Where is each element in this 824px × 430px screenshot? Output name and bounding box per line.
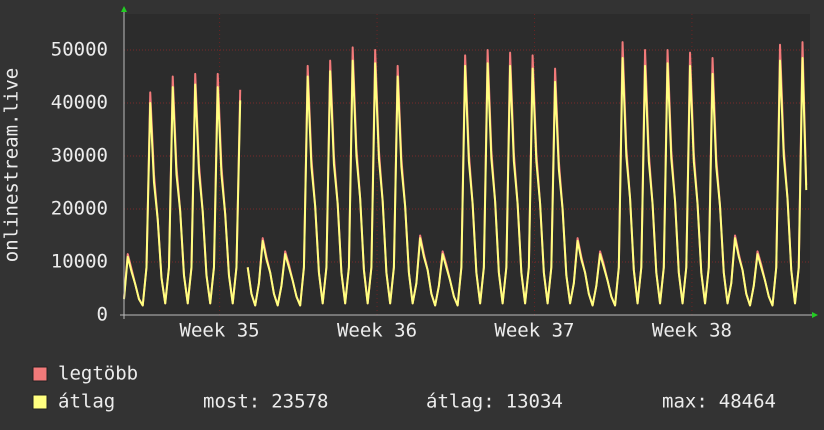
stat-value: 13034 bbox=[506, 391, 563, 413]
y-tick-label: 0 bbox=[97, 304, 108, 326]
legend-swatch bbox=[32, 366, 48, 382]
x-tick-label: Week 37 bbox=[494, 320, 574, 342]
x-tick-label: Week 38 bbox=[652, 320, 732, 342]
y-tick-label: 20000 bbox=[51, 198, 108, 220]
plot-area bbox=[124, 14, 810, 315]
legend-swatch bbox=[32, 394, 48, 410]
y-axis-label: onlinestream.live bbox=[1, 68, 23, 262]
legend-label: legtöbb bbox=[58, 363, 138, 385]
y-tick-label: 30000 bbox=[51, 145, 108, 167]
x-tick-label: Week 36 bbox=[337, 320, 417, 342]
stat-label: max: bbox=[662, 391, 708, 413]
axis-arrow bbox=[812, 312, 818, 318]
stat-value: 23578 bbox=[271, 391, 328, 413]
series-line bbox=[123, 56, 808, 307]
legend-label: átlag bbox=[58, 391, 115, 413]
y-tick-label: 50000 bbox=[51, 39, 108, 61]
axis-arrow bbox=[121, 6, 127, 12]
stat-label: átlag: bbox=[426, 391, 495, 413]
y-tick-label: 10000 bbox=[51, 251, 108, 273]
stat-label: most: bbox=[203, 391, 260, 413]
y-tick-label: 40000 bbox=[51, 92, 108, 114]
x-tick-label: Week 35 bbox=[180, 320, 260, 342]
stat-value: 48464 bbox=[719, 391, 776, 413]
